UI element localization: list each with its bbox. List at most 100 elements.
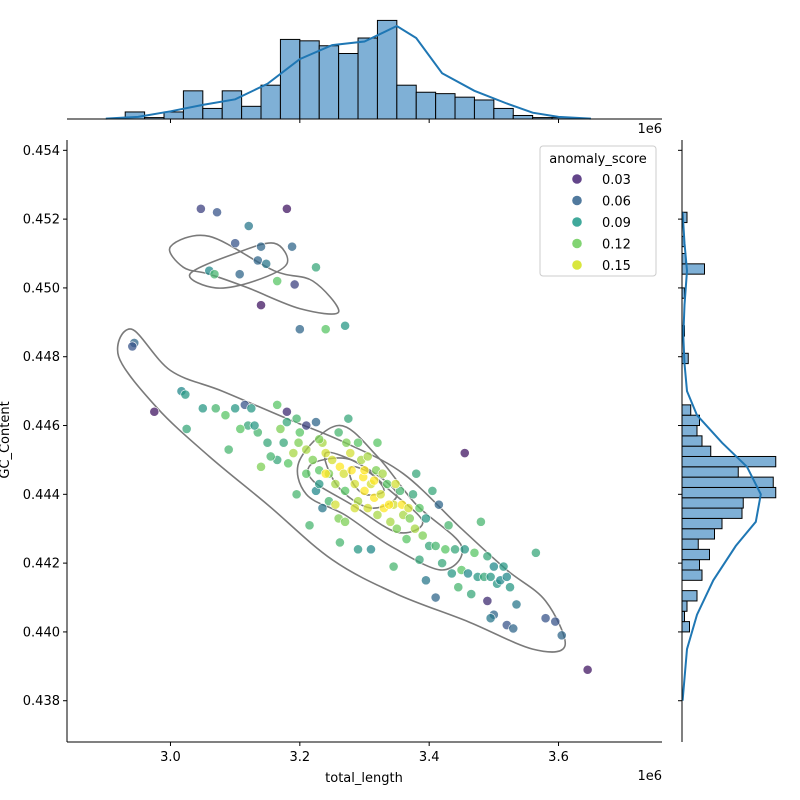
y-histogram-bar	[681, 600, 688, 612]
x-histogram-bar	[396, 84, 417, 120]
y-histogram-bar	[681, 445, 712, 457]
y-histogram-bar	[681, 435, 703, 447]
scatter-point	[127, 341, 138, 352]
scatter-point	[288, 448, 299, 458]
scatter-point	[417, 530, 428, 541]
scatter-point	[353, 437, 363, 448]
scatter-point	[414, 554, 425, 565]
x-kde-curve	[105, 24, 591, 120]
scatter-point	[320, 448, 331, 458]
legend-box	[539, 145, 657, 277]
scatter-point	[281, 406, 292, 417]
scatter-point	[362, 451, 373, 462]
y-tick-label: 0.454	[23, 144, 60, 159]
scatter-point	[314, 479, 325, 489]
scatter-point	[469, 547, 480, 558]
scatter-point	[294, 324, 305, 335]
x-histogram-bar	[415, 91, 437, 120]
scatter-point	[372, 510, 383, 520]
scatter-point	[343, 413, 354, 424]
scatter-point	[262, 437, 273, 448]
y-tick-label: 0.452	[23, 213, 60, 228]
y-histogram-bar	[681, 507, 743, 519]
scatter-point	[508, 623, 519, 634]
scatter-point	[333, 427, 344, 438]
scatter-point	[505, 582, 515, 593]
scatter-point	[372, 437, 383, 448]
scatter-point	[377, 468, 388, 479]
scatter-point	[440, 544, 451, 555]
scatter-point	[359, 465, 370, 476]
scatter-point	[234, 269, 245, 280]
scatter-point	[530, 547, 541, 558]
scatter-point	[556, 630, 567, 641]
scatter-point	[307, 455, 318, 465]
scatter-point	[401, 534, 412, 544]
legend-label: 0.03	[602, 173, 631, 188]
y-tick-label: 0.446	[23, 419, 60, 434]
main-axes: 3.0 3.2 3.4 3.6 0.438 0.440 0.442 0.444 0.446 0.4…	[23, 140, 662, 765]
scatter-point	[369, 475, 380, 486]
scatter-point	[275, 424, 286, 434]
scatter-point	[366, 544, 376, 555]
scatter-point	[230, 238, 241, 249]
y-tick-label: 0.444	[23, 488, 60, 503]
scatter-point	[283, 458, 294, 469]
scatter-point	[293, 437, 304, 448]
y-histogram-bar	[681, 414, 700, 427]
scatter-point	[330, 499, 341, 510]
scatter-point	[340, 485, 350, 496]
y-tick-label: 0.442	[23, 557, 60, 572]
x-histogram-bar	[163, 111, 184, 120]
x-histogram-bar	[279, 38, 301, 120]
scatter-point	[330, 479, 341, 489]
scatter-point	[485, 613, 496, 624]
scatter-point	[382, 479, 393, 489]
scatter-point	[317, 503, 328, 513]
legend-label: 0.15	[602, 259, 631, 274]
scatter-point	[385, 516, 396, 527]
legend-marker	[572, 217, 582, 227]
y-histogram-bar	[681, 476, 774, 488]
scatter-point	[209, 269, 220, 280]
y-axis-label: GC_Content	[0, 401, 13, 478]
x-histogram-bar	[221, 90, 243, 120]
scatter-point	[320, 324, 331, 335]
scatter-point	[443, 520, 454, 531]
y-kde-curve	[681, 212, 762, 701]
scatter-point	[582, 664, 593, 675]
scatter-point	[261, 258, 272, 269]
scatter-point	[482, 551, 493, 562]
scatter-point	[466, 589, 477, 599]
marginal-x-histogram	[67, 19, 662, 123]
x-histogram-bar	[435, 93, 456, 120]
y-histogram-bar	[681, 548, 710, 561]
scatter-point	[550, 616, 561, 627]
scatter-point	[410, 523, 420, 534]
scatter-point	[384, 499, 394, 510]
x-histogram-bar	[454, 96, 475, 120]
scatter-point	[345, 448, 356, 458]
x-histogram-bar	[512, 114, 534, 120]
scatter-point	[408, 489, 418, 500]
scatter-point	[427, 485, 438, 496]
scatter-point	[256, 461, 266, 472]
scatter-point	[403, 503, 414, 513]
y-histogram-bar	[681, 569, 703, 581]
legend-label: 0.12	[602, 238, 631, 253]
scatter-point	[430, 592, 441, 603]
scatter-point	[278, 437, 289, 448]
scatter-point	[446, 568, 457, 579]
legend-marker	[572, 238, 582, 249]
scatter-point	[304, 520, 315, 531]
scatter-point	[488, 561, 499, 572]
scatter-point	[375, 489, 386, 500]
scatter-point	[289, 279, 300, 290]
scatter-point	[249, 420, 260, 431]
y-histogram-bar	[681, 263, 705, 275]
scatter-point	[195, 203, 206, 214]
x-histogram-bar	[260, 84, 281, 120]
y-tick-label: 0.440	[23, 625, 60, 640]
y-tick-label: 0.438	[23, 694, 60, 709]
